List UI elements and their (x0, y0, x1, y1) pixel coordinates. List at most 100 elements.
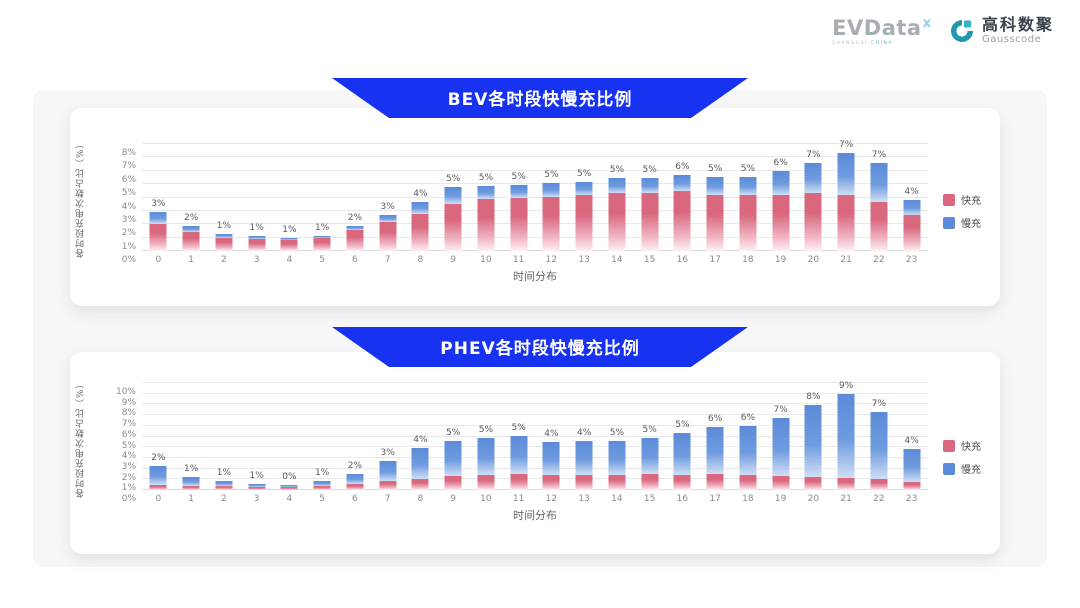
bar-segment-slow-charge[interactable] (477, 438, 495, 476)
stacked-bar[interactable] (411, 448, 429, 490)
bar-segment-slow-charge[interactable] (804, 162, 822, 194)
bar-segment-slow-charge[interactable] (313, 235, 331, 238)
bar-segment-fast-charge[interactable] (772, 475, 790, 490)
stacked-bar[interactable] (149, 465, 167, 490)
stacked-bar[interactable] (837, 153, 855, 251)
bar-segment-slow-charge[interactable] (870, 411, 888, 480)
bar-segment-fast-charge[interactable] (870, 479, 888, 490)
stacked-bar[interactable] (411, 202, 429, 251)
bar-segment-fast-charge[interactable] (903, 481, 921, 490)
stacked-bar[interactable] (870, 162, 888, 251)
bar-segment-slow-charge[interactable] (280, 238, 298, 240)
stacked-bar[interactable] (575, 182, 593, 251)
bar-segment-fast-charge[interactable] (215, 486, 233, 490)
bar-segment-fast-charge[interactable] (346, 230, 364, 251)
bar-segment-fast-charge[interactable] (477, 198, 495, 251)
bar-segment-fast-charge[interactable] (280, 487, 298, 490)
bar-segment-fast-charge[interactable] (215, 237, 233, 251)
stacked-bar[interactable] (903, 448, 921, 490)
stacked-bar[interactable] (542, 442, 560, 490)
stacked-bar[interactable] (477, 186, 495, 251)
stacked-bar[interactable] (673, 433, 691, 490)
bar-segment-fast-charge[interactable] (411, 479, 429, 490)
bar-segment-fast-charge[interactable] (444, 476, 462, 490)
stacked-bar[interactable] (248, 236, 266, 251)
bar-segment-fast-charge[interactable] (641, 473, 659, 490)
stacked-bar[interactable] (706, 177, 724, 251)
bar-segment-fast-charge[interactable] (837, 477, 855, 490)
stacked-bar[interactable] (313, 480, 331, 490)
bar-segment-fast-charge[interactable] (804, 193, 822, 251)
bar-segment-fast-charge[interactable] (411, 213, 429, 251)
bar-segment-fast-charge[interactable] (379, 481, 397, 490)
bar-segment-slow-charge[interactable] (542, 183, 560, 197)
bar-segment-fast-charge[interactable] (379, 221, 397, 251)
bar-segment-fast-charge[interactable] (149, 484, 167, 490)
bar-segment-slow-charge[interactable] (739, 176, 757, 195)
bar-segment-fast-charge[interactable] (248, 238, 266, 251)
legend-item-fast-charge[interactable]: 快充 (943, 192, 981, 207)
bar-segment-fast-charge[interactable] (542, 475, 560, 490)
bar-segment-slow-charge[interactable] (608, 440, 626, 476)
bar-segment-fast-charge[interactable] (739, 194, 757, 251)
bar-segment-slow-charge[interactable] (248, 236, 266, 239)
bar-segment-slow-charge[interactable] (641, 178, 659, 194)
stacked-bar[interactable] (444, 440, 462, 490)
bar-segment-fast-charge[interactable] (313, 237, 331, 251)
bar-segment-slow-charge[interactable] (903, 200, 921, 215)
bar-segment-fast-charge[interactable] (280, 239, 298, 251)
bar-segment-slow-charge[interactable] (215, 233, 233, 238)
bar-segment-slow-charge[interactable] (313, 480, 331, 487)
bar-segment-slow-charge[interactable] (870, 162, 888, 202)
bar-segment-fast-charge[interactable] (706, 195, 724, 251)
stacked-bar[interactable] (706, 427, 724, 490)
stacked-bar[interactable] (379, 460, 397, 490)
stacked-bar[interactable] (575, 441, 593, 490)
stacked-bar[interactable] (510, 435, 528, 490)
bar-segment-slow-charge[interactable] (772, 170, 790, 195)
bar-segment-fast-charge[interactable] (608, 192, 626, 251)
bar-segment-slow-charge[interactable] (706, 177, 724, 196)
bar-segment-slow-charge[interactable] (510, 435, 528, 474)
stacked-bar[interactable] (903, 200, 921, 251)
bar-segment-fast-charge[interactable] (182, 485, 200, 490)
bar-segment-fast-charge[interactable] (575, 475, 593, 490)
bar-segment-slow-charge[interactable] (575, 441, 593, 476)
bar-segment-slow-charge[interactable] (673, 175, 691, 192)
bar-segment-slow-charge[interactable] (903, 448, 921, 482)
stacked-bar[interactable] (608, 440, 626, 490)
bar-segment-slow-charge[interactable] (837, 393, 855, 478)
stacked-bar[interactable] (641, 437, 659, 490)
bar-segment-slow-charge[interactable] (673, 433, 691, 476)
stacked-bar[interactable] (280, 485, 298, 490)
stacked-bar[interactable] (870, 411, 888, 490)
stacked-bar[interactable] (149, 211, 167, 251)
bar-segment-fast-charge[interactable] (575, 194, 593, 251)
stacked-bar[interactable] (542, 183, 560, 251)
bar-segment-slow-charge[interactable] (149, 465, 167, 485)
stacked-bar[interactable] (772, 170, 790, 251)
bar-segment-fast-charge[interactable] (444, 204, 462, 251)
bar-segment-fast-charge[interactable] (706, 474, 724, 490)
stacked-bar[interactable] (182, 226, 200, 251)
stacked-bar[interactable] (215, 233, 233, 251)
bar-segment-fast-charge[interactable] (248, 486, 266, 490)
bar-segment-slow-charge[interactable] (444, 187, 462, 205)
bar-segment-fast-charge[interactable] (542, 196, 560, 251)
stacked-bar[interactable] (673, 175, 691, 251)
bar-segment-fast-charge[interactable] (641, 193, 659, 251)
legend-item-fast-charge[interactable]: 快充 (943, 438, 981, 453)
bar-segment-fast-charge[interactable] (772, 194, 790, 251)
bar-segment-slow-charge[interactable] (411, 448, 429, 480)
stacked-bar[interactable] (215, 481, 233, 490)
bar-segment-slow-charge[interactable] (542, 442, 560, 476)
bar-segment-slow-charge[interactable] (346, 473, 364, 484)
stacked-bar[interactable] (182, 477, 200, 490)
stacked-bar[interactable] (804, 404, 822, 490)
legend-item-slow-charge[interactable]: 慢充 (943, 461, 981, 476)
bar-segment-fast-charge[interactable] (477, 475, 495, 490)
bar-segment-fast-charge[interactable] (149, 224, 167, 251)
bar-segment-fast-charge[interactable] (510, 473, 528, 490)
stacked-bar[interactable] (477, 438, 495, 490)
bar-segment-slow-charge[interactable] (182, 226, 200, 233)
